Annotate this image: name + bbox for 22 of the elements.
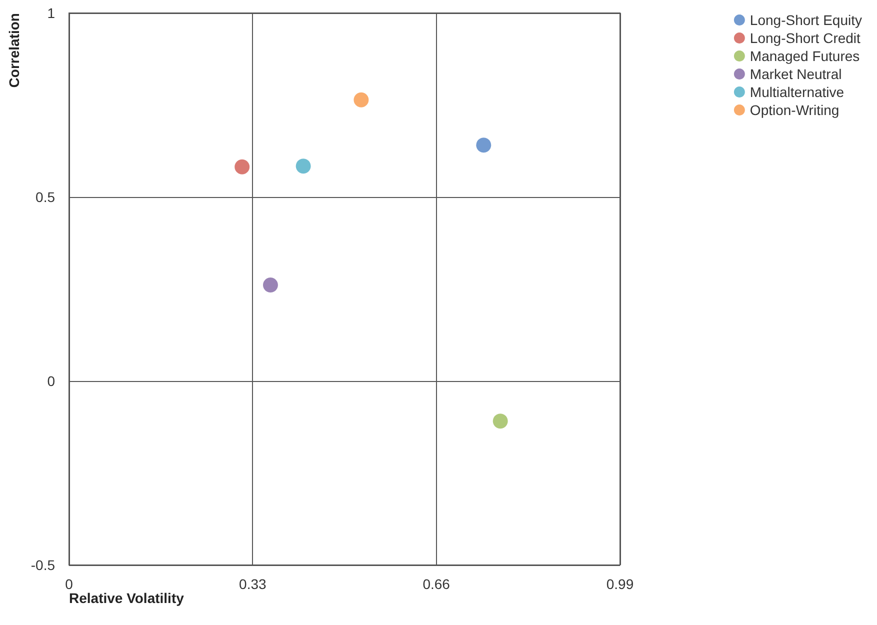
legend-label: Managed Futures — [750, 48, 860, 64]
x-tick-label: 0.66 — [422, 576, 450, 592]
point — [262, 277, 278, 292]
x-tick-label: 0.99 — [606, 576, 634, 592]
y-tick-label: -0.5 — [30, 557, 56, 573]
legend-label: Option-Writing — [750, 102, 840, 118]
legend-label: Multialternative — [750, 84, 844, 100]
x-tick-label: 0.33 — [239, 576, 267, 592]
point — [476, 138, 492, 153]
y-tick-label: 1 — [47, 5, 56, 21]
point — [354, 92, 369, 108]
x-axis-title: Relative Volatility — [69, 590, 184, 606]
point — [296, 158, 311, 174]
y-tick-label: 0 — [47, 373, 56, 389]
point — [234, 159, 250, 174]
point — [492, 414, 508, 429]
x-tick-label: 0 — [65, 576, 74, 592]
legend-label: Market Neutral — [750, 66, 842, 82]
legend-label: Long-Short Credit — [750, 30, 861, 46]
y-tick-label: 0.5 — [36, 189, 56, 205]
legend-label: Long-Short Equity — [750, 12, 862, 28]
y-axis-title: Correlation — [6, 13, 22, 88]
